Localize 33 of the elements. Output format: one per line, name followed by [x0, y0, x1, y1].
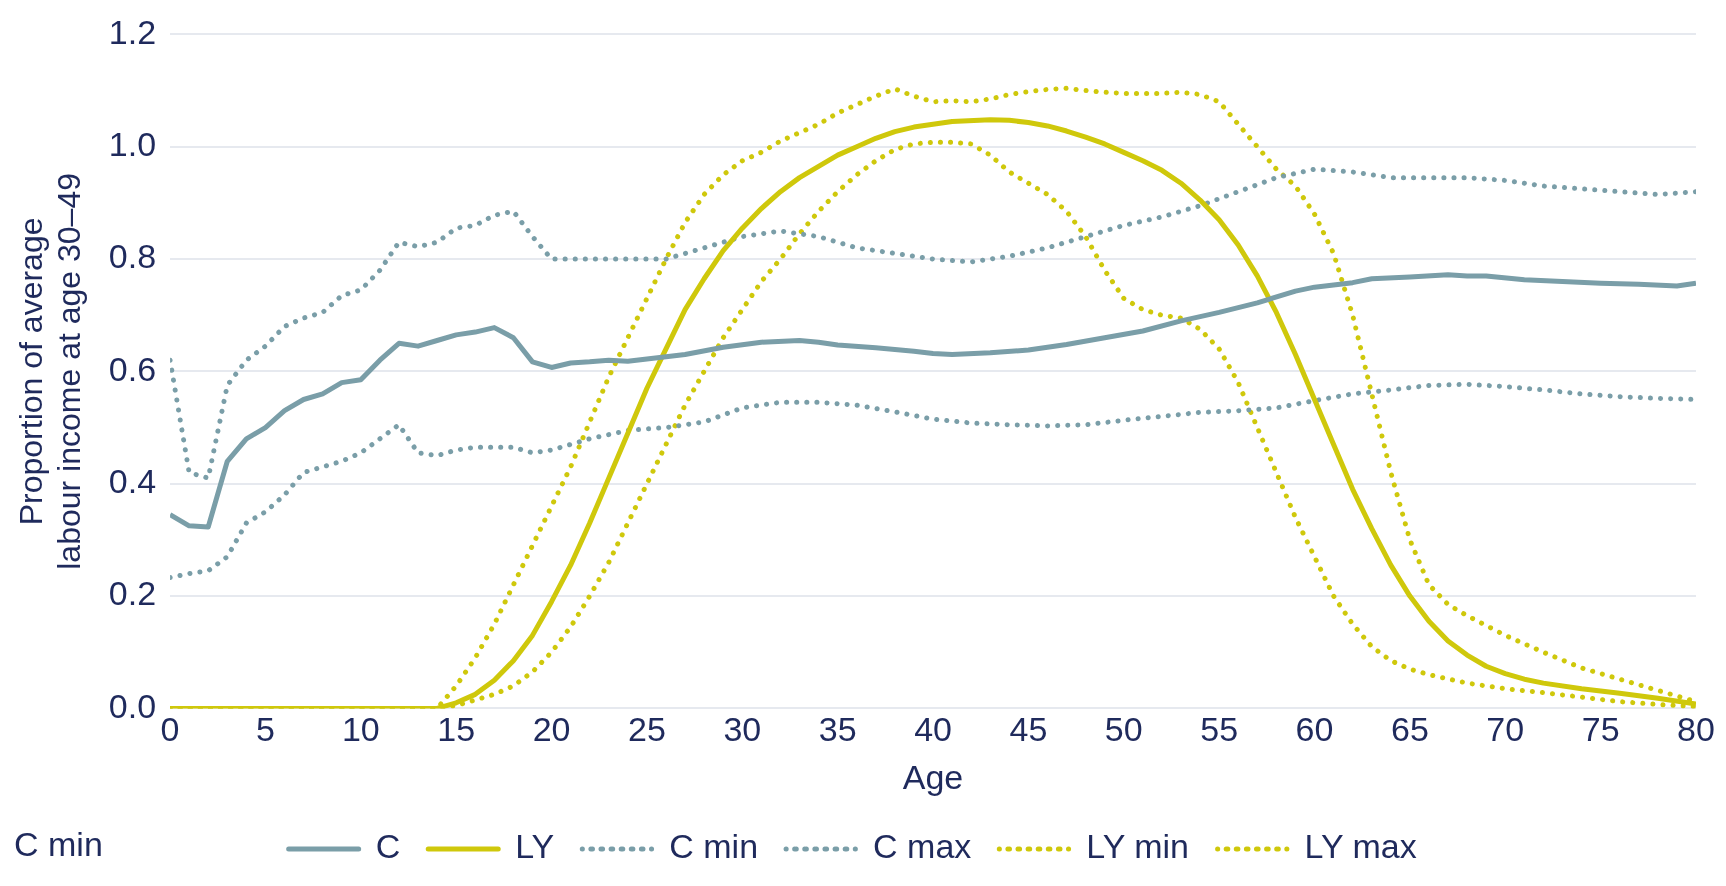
x-tick-label: 15	[437, 710, 476, 749]
x-tick-label: 80	[1677, 710, 1715, 749]
x-tick-label: 30	[723, 710, 762, 749]
x-tick-label: 10	[341, 710, 380, 749]
legend-label: C	[375, 827, 401, 866]
x-tick-label: 55	[1200, 710, 1239, 749]
legend-label: LY max	[1304, 827, 1417, 866]
x-tick-label: 25	[628, 710, 666, 749]
x-tick-label: 0	[160, 710, 180, 749]
y-tick-label: 0.6	[108, 349, 157, 388]
legend-label: C max	[873, 827, 972, 866]
x-tick-label: 70	[1486, 710, 1525, 749]
legend-label: LY	[515, 827, 555, 866]
y-tick-label: 0.0	[108, 686, 157, 725]
y-tick-label: 1.2	[108, 12, 157, 51]
y-tick-label: 1.0	[108, 125, 157, 164]
x-tick-label: 5	[255, 710, 275, 749]
x-tick-label: 65	[1390, 710, 1429, 749]
x-tick-label: 50	[1104, 710, 1143, 749]
x-axis-title: Age	[902, 757, 964, 796]
x-tick-label: 60	[1295, 710, 1334, 749]
legend-label: C min	[669, 827, 759, 866]
x-tick-label: 20	[532, 710, 571, 749]
y-tick-label: 0.2	[108, 574, 157, 613]
x-tick-label: 45	[1009, 710, 1048, 749]
y-axis-title: Proportion of average labour income at age 30–49	[13, 173, 88, 570]
x-tick-label: 35	[818, 710, 857, 749]
x-tick-label: 75	[1581, 710, 1620, 749]
x-tick-label: 40	[914, 710, 952, 749]
legend-label: LY min	[1086, 827, 1189, 866]
text: C min	[14, 825, 103, 864]
y-tick-label: 0.4	[108, 462, 157, 501]
y-tick-label: 0.8	[108, 237, 157, 276]
